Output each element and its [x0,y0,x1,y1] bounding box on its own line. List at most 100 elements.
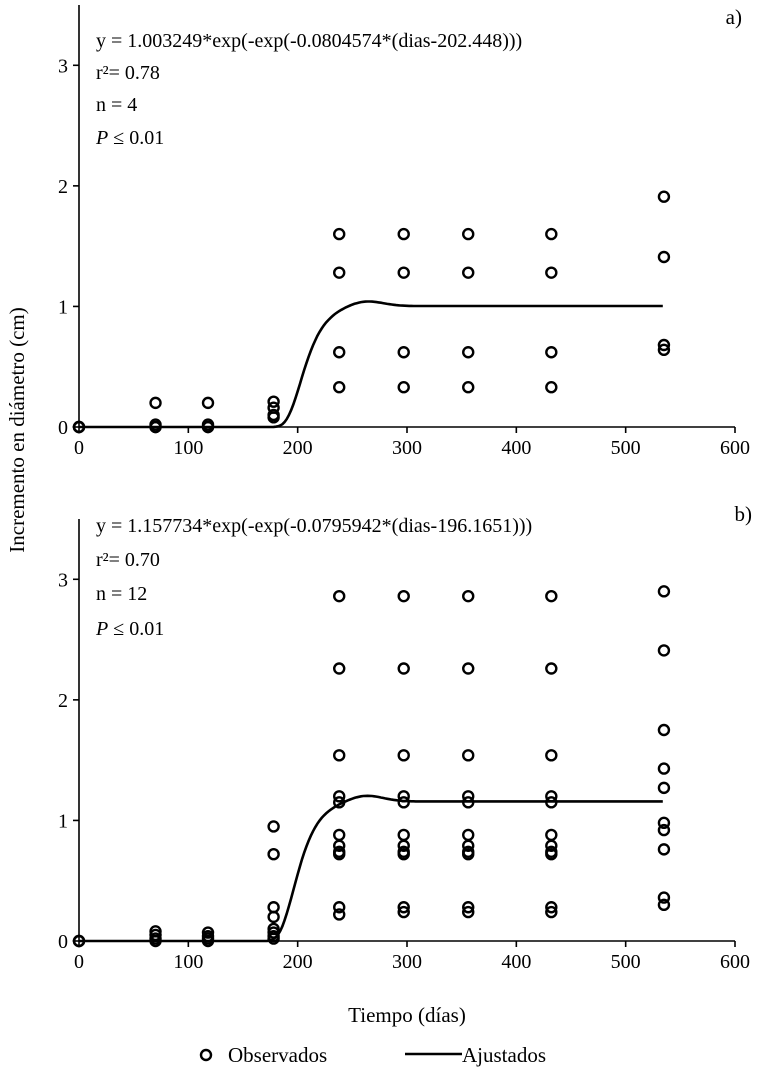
panel-a-y-tick-label: 2 [58,176,68,198]
panel-b-y-tick-label: 3 [58,569,68,591]
panel-b-observed-point [397,589,410,603]
panel-a-p-symbol: P [95,127,108,149]
panel-b-observed-point [333,749,346,762]
panel-a-x-tick-label: 500 [611,437,641,459]
panel-b-ticks: 0 100 200 300 400 500 600 0 1 2 3 [58,569,750,973]
panel-b-r2: r²= 0.70 [96,549,160,571]
panel-b-p-symbol: P [95,618,108,640]
panel-a-observed-point [333,227,346,241]
panel-b-observed-point [333,790,346,803]
panel-a-observed-point [657,343,671,357]
panel-b-label: b) [735,502,753,526]
panel-a-observed-point [657,250,671,264]
panel-b-observed-point [657,891,671,904]
panel-b-observed-point [545,905,558,919]
panel-b-observed-point [267,820,280,833]
panel-a-observed-point [545,227,558,241]
panel-a-observed-point [397,266,410,279]
x-axis-title: Tiempo (días) [348,1003,466,1027]
panel-b-observed-point [545,828,558,842]
panel-b-observed-point [333,901,346,914]
panel-a-fit-line [79,300,663,429]
panel-b-observed-point [545,847,558,861]
legend-fitted-label: Ajustados [462,1043,546,1067]
panel-b-y-tick-label: 2 [58,690,68,712]
panel-a-observed-point [545,346,558,359]
panel-b-observed-point [462,662,475,675]
panel-b-observed-point [657,898,671,912]
panel-b-x-tick-label: 400 [501,951,531,973]
panel-a-points [72,190,671,434]
panel-a-observed-point [267,395,280,408]
panel-a-observed-point [657,338,671,352]
panel-b-x-tick-label: 300 [392,951,422,973]
legend-observed-marker [199,1048,213,1062]
panel-b-observed-point [462,901,475,914]
panel-b-observed-point [267,910,280,924]
legend-observed-label: Observados [228,1043,327,1067]
panel-b-observed-point [657,816,671,830]
panel-a-observed-point [462,266,475,279]
panel-b-observed-point [333,847,346,861]
panel-a-x-tick-label: 0 [74,437,84,459]
panel-b-observed-point [462,749,475,762]
panel-a-observed-point [397,381,410,394]
panel-a-r2: r²= 0.78 [96,62,160,84]
panel-a-observed-point [397,227,410,241]
panel-b-observed-point [397,905,410,919]
y-axis-title: Incremento en diámetro (cm) [5,307,29,552]
panel-a-x-tick-label: 400 [501,437,531,459]
panel-b-observed-point [545,749,558,762]
panel-a-observed-point [462,346,475,359]
panel-a-observed-point [657,190,671,203]
panel-b: 0 100 200 300 400 500 600 0 1 2 3 y = 1.157734*exp… [58,502,752,973]
panel-a-observed-point [267,411,280,424]
panel-a-n: n = 4 [96,94,137,116]
panel-b-observed-point [397,662,410,675]
panel-b-x-tick-label: 100 [173,951,203,973]
panel-a: 0 100 200 300 400 500 600 0 1 2 3 y = 1.003249*exp… [58,5,750,459]
panel-a-observed-point [201,396,215,410]
panel-b-observed-point [657,843,671,856]
panel-a-p-value: P ≤ 0.01 [95,127,164,149]
panel-a-ticks: 0 100 200 300 400 500 600 0 1 2 3 [58,55,750,459]
panel-a-y-tick-label: 3 [58,55,68,77]
panel-a-observed-point [545,381,558,394]
panel-b-observed-point [657,644,671,657]
panel-b-n: n = 12 [96,583,147,605]
panel-b-observed-point [657,585,671,598]
panel-a-y-tick-label: 1 [58,296,68,318]
panel-a-observed-point [333,266,346,279]
panel-a-observed-point [333,381,346,394]
panel-a-observed-point [397,346,410,359]
panel-b-observed-point [657,823,671,837]
panel-b-fit-line [79,794,663,943]
panel-b-observed-point [333,839,346,852]
panel-b-observed-point [397,839,410,852]
legend: Observados Ajustados [199,1043,546,1067]
panel-a-label: a) [726,5,742,29]
panel-a-observed-point [149,396,162,410]
panel-b-observed-point [545,901,558,914]
panel-a-observed-point [545,266,558,279]
panel-b-p-value: P ≤ 0.01 [95,618,164,640]
panel-b-points [72,585,671,948]
panel-b-observed-point [462,847,475,861]
panel-b-x-tick-label: 200 [283,951,313,973]
panel-a-p-rest: ≤ 0.01 [108,127,164,149]
panel-a-observed-point [462,227,475,241]
panel-b-observed-point [333,908,346,921]
panel-a-x-tick-label: 600 [720,437,750,459]
panel-b-p-rest: ≤ 0.01 [108,618,164,640]
panel-b-observed-point [333,662,346,675]
panel-a-x-tick-label: 100 [173,437,203,459]
panel-b-observed-point [333,828,346,842]
panel-a-observed-point [333,346,346,359]
panel-b-equation: y = 1.157734*exp(-exp(-0.0795942*(dias-1… [96,515,532,537]
panel-b-y-tick-label: 0 [58,931,68,953]
panel-a-x-tick-label: 200 [283,437,313,459]
panel-b-x-tick-label: 0 [74,951,84,973]
panel-a-x-tick-label: 300 [392,437,422,459]
